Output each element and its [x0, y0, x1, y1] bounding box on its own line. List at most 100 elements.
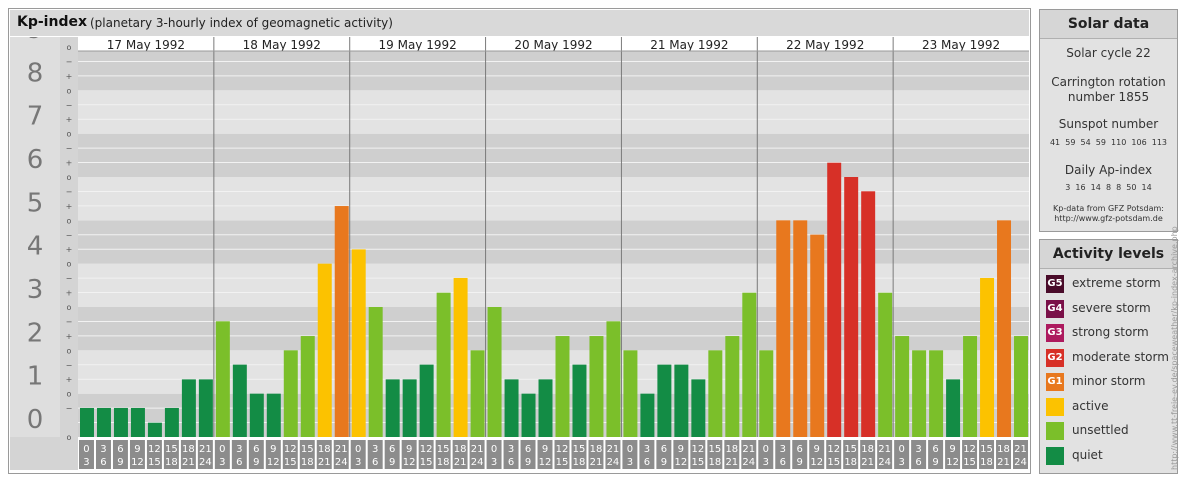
- interval-start-label: 15: [844, 444, 857, 455]
- solar-data-title: Solar data: [1040, 10, 1177, 39]
- y-subtick-label: o: [67, 260, 72, 269]
- interval-end-label: 18: [437, 457, 450, 468]
- kp-band: [78, 47, 1029, 91]
- interval-end-label: 24: [199, 457, 212, 468]
- y-subtick-label: +: [66, 245, 73, 254]
- interval-end-label: 3: [83, 457, 89, 468]
- kp-bar: [810, 234, 825, 437]
- interval-end-label: 12: [403, 457, 416, 468]
- interval-cell: [979, 440, 995, 469]
- kp-bar: [181, 379, 196, 437]
- interval-end-label: 12: [267, 457, 280, 468]
- day-label: 20 May 1992: [514, 38, 592, 52]
- interval-start-label: 3: [372, 444, 378, 455]
- chart-title-bar: [10, 10, 1029, 36]
- y-tick-label: 7: [27, 102, 44, 132]
- interval-start-label: 18: [590, 444, 603, 455]
- interval-cell: [894, 440, 910, 469]
- y-subtick-label: o: [67, 346, 72, 355]
- kp-bar: [929, 350, 944, 437]
- kp-bar: [130, 407, 145, 437]
- activity-level-swatch: G3: [1046, 324, 1064, 342]
- interval-start-label: 18: [997, 444, 1010, 455]
- interval-cell: [333, 440, 349, 469]
- y-tick-label: 8: [27, 58, 44, 88]
- interval-start-label: 3: [915, 444, 921, 455]
- interval-end-label: 18: [165, 457, 178, 468]
- kp-bar: [198, 379, 213, 437]
- interval-cell: [231, 440, 247, 469]
- ap-index-title: Daily Ap-index: [1064, 163, 1153, 177]
- kp-bar: [827, 162, 842, 437]
- kp-bar: [80, 407, 94, 437]
- activity-level-label: strong storm: [1072, 325, 1149, 339]
- day-label: 22 May 1992: [786, 38, 864, 52]
- interval-cell: [265, 440, 281, 469]
- interval-end-label: 9: [389, 457, 395, 468]
- interval-cell: [503, 440, 519, 469]
- activity-level-swatch: G2: [1046, 348, 1064, 367]
- source-link[interactable]: http://www.gfz-potsdam.de: [1054, 214, 1163, 223]
- day-label: 19 May 1992: [379, 38, 457, 52]
- kp-bar: [96, 407, 111, 437]
- activity-levels-title: Activity levels: [1040, 240, 1177, 269]
- kp-bar: [164, 407, 179, 437]
- interval-end-label: 15: [148, 457, 161, 468]
- y-subtick-label: o: [67, 390, 72, 399]
- interval-end-label: 3: [219, 457, 225, 468]
- kp-bar: [232, 364, 247, 437]
- kp-bar: [606, 321, 621, 437]
- kp-bar: [300, 336, 315, 437]
- kp-bar: [623, 350, 638, 437]
- interval-start-label: 6: [797, 444, 803, 455]
- kp-bar: [283, 350, 298, 437]
- interval-cell: [418, 440, 434, 469]
- interval-cell: [605, 440, 621, 469]
- interval-end-label: 12: [131, 457, 144, 468]
- y-axis-label-column: [10, 37, 60, 437]
- interval-cell: [112, 440, 128, 469]
- activity-level-swatch: G4: [1046, 299, 1064, 318]
- interval-end-label: 15: [691, 457, 704, 468]
- interval-cell: [928, 440, 944, 469]
- interval-end-label: 24: [1014, 457, 1027, 468]
- interval-start-label: 3: [100, 444, 106, 455]
- interval-end-label: 3: [627, 457, 633, 468]
- interval-cell: [639, 440, 655, 469]
- interval-cell: [741, 440, 757, 469]
- kp-bar: [470, 350, 485, 437]
- interval-start-label: 6: [117, 444, 123, 455]
- kp-bar: [453, 277, 468, 437]
- interval-start-label: 15: [980, 444, 993, 455]
- interval-start-label: 12: [420, 444, 433, 455]
- interval-cell: [452, 440, 468, 469]
- interval-cell: [214, 440, 230, 469]
- kp-band: [78, 133, 1029, 177]
- interval-cell: [95, 440, 111, 469]
- interval-cell: [79, 440, 94, 469]
- interval-cell: [826, 440, 842, 469]
- kp-bar: [912, 350, 927, 437]
- interval-start-label: 3: [508, 444, 514, 455]
- y-subtick-label: +: [66, 72, 73, 81]
- interval-end-label: 6: [372, 457, 378, 468]
- kp-bar: [725, 336, 740, 437]
- interval-end-label: 9: [253, 457, 259, 468]
- interval-cell: [554, 440, 570, 469]
- kp-bar: [759, 350, 774, 437]
- interval-end-label: 21: [318, 457, 331, 468]
- interval-start-label: 9: [678, 444, 684, 455]
- interval-end-label: 15: [420, 457, 433, 468]
- day-label: 18 May 1992: [243, 38, 321, 52]
- interval-start-label: 12: [827, 444, 840, 455]
- kp-bar: [555, 336, 570, 437]
- interval-start-label: 12: [556, 444, 569, 455]
- interval-start-label: 12: [148, 444, 161, 455]
- y-subtick-label: +: [66, 289, 73, 298]
- kp-bar: [997, 220, 1012, 437]
- interval-start-label: 9: [542, 444, 548, 455]
- interval-end-label: 12: [674, 457, 687, 468]
- interval-cell: [962, 440, 978, 469]
- interval-start-label: 0: [219, 444, 225, 455]
- y-subtick-label: o: [67, 433, 72, 442]
